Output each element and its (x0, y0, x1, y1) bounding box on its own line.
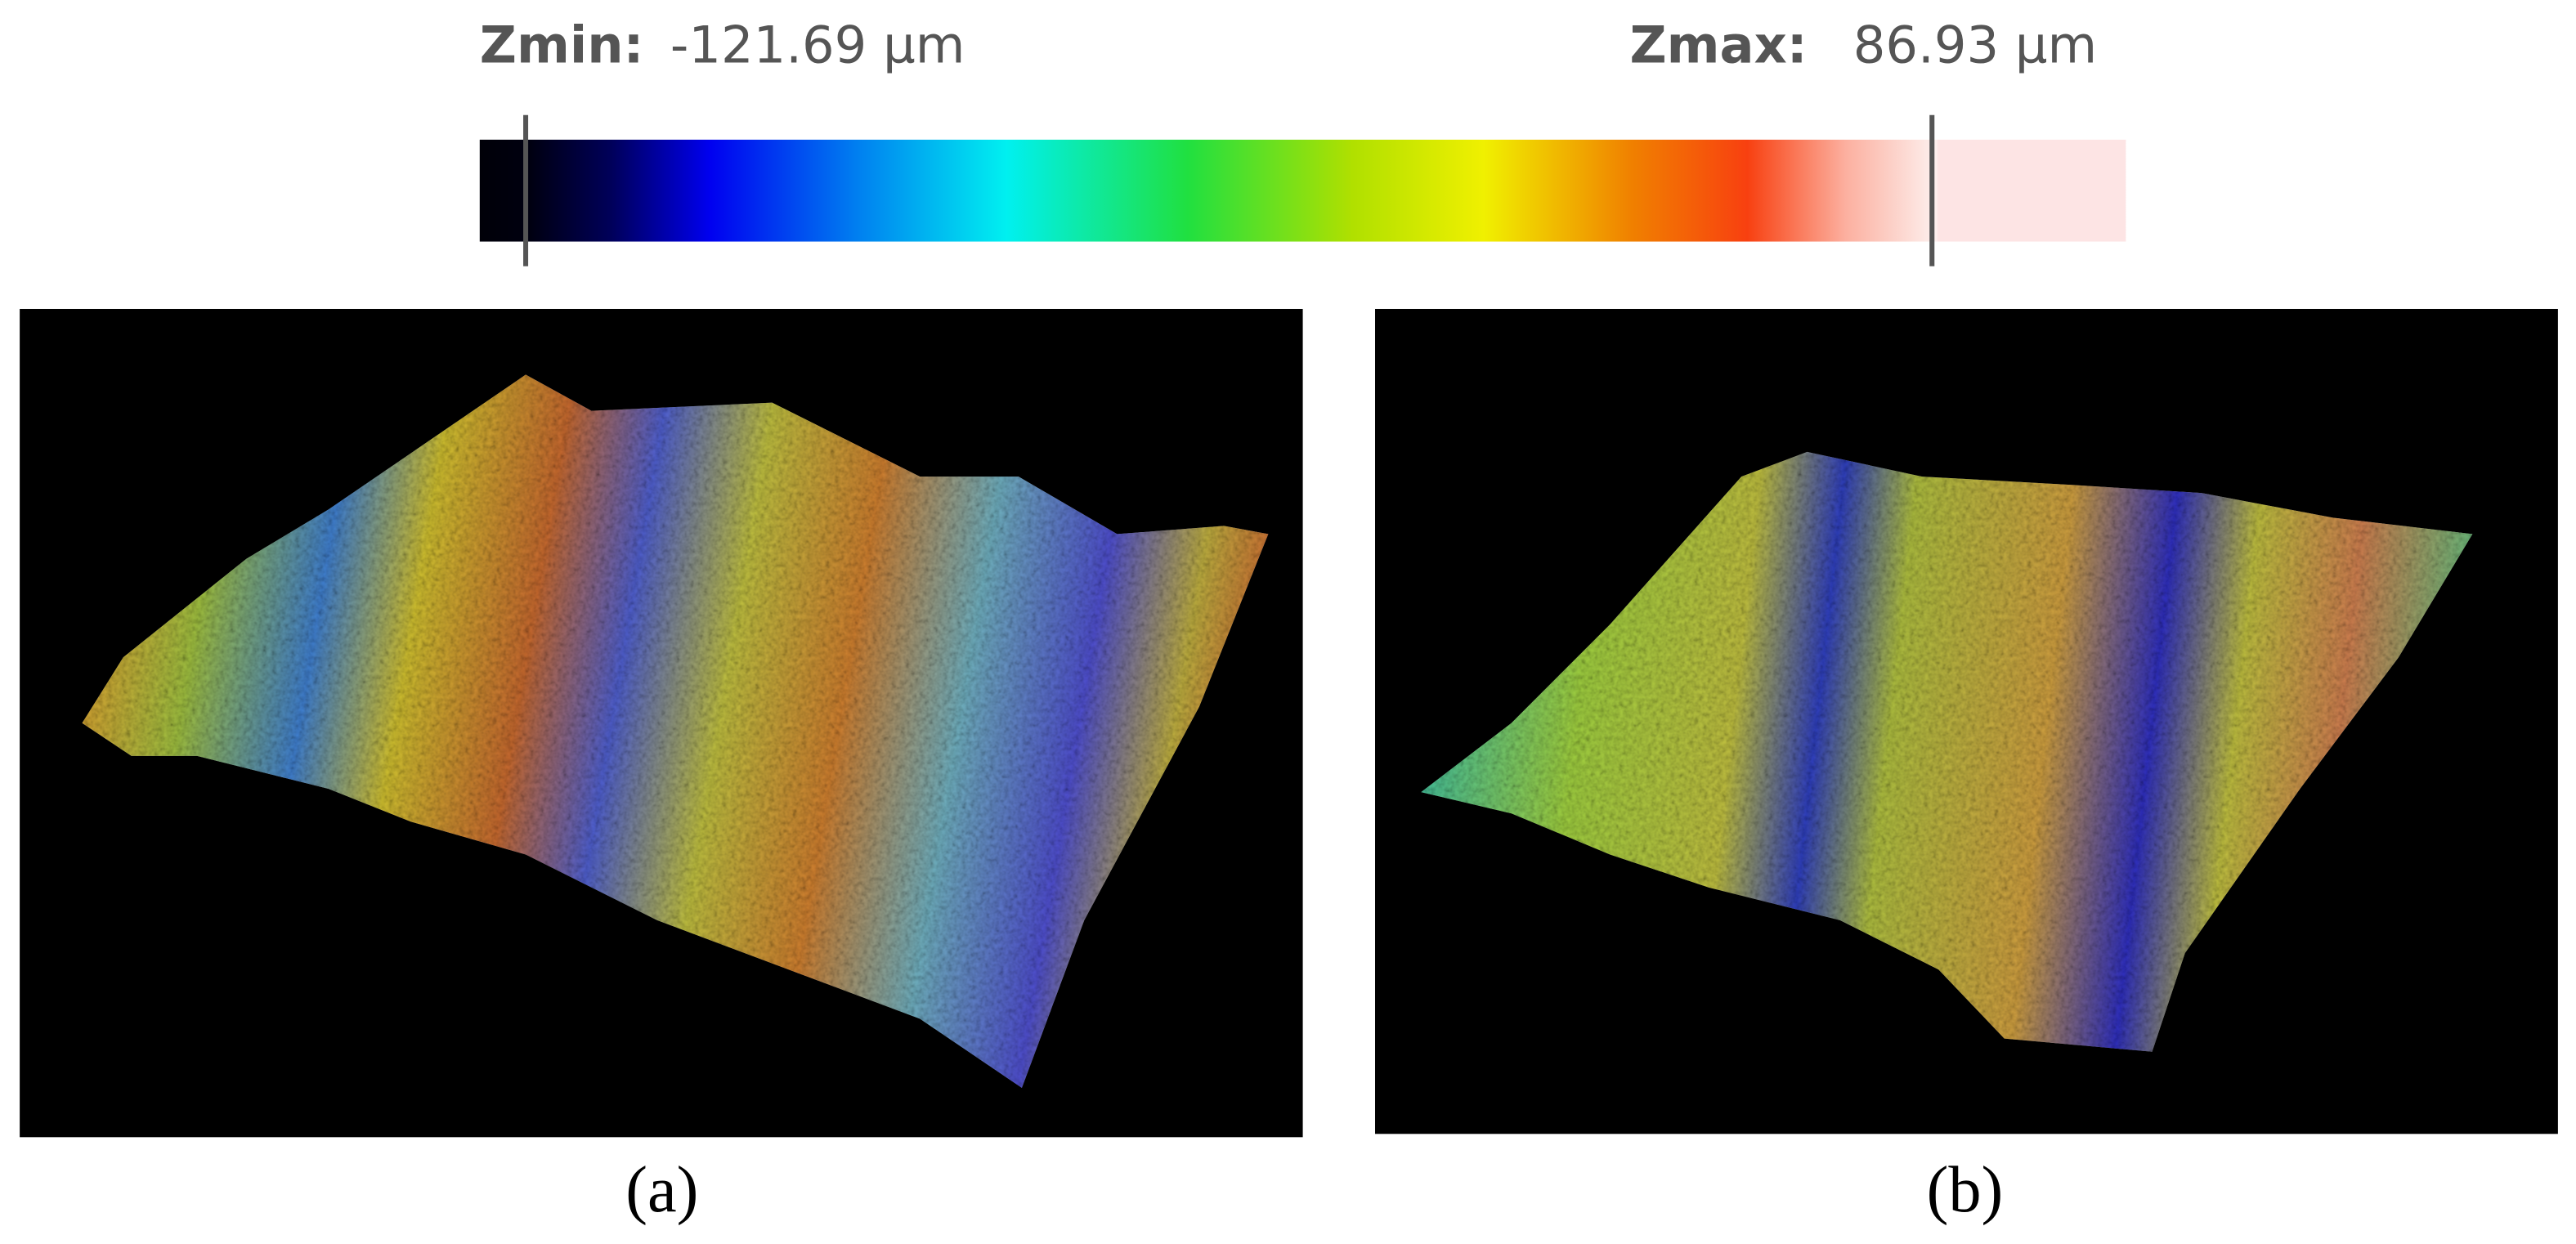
caption-a: (a) (625, 1153, 698, 1226)
zmax-label: Zmax: (1629, 15, 1807, 74)
color-bar (479, 139, 2126, 242)
zmin-marker (523, 114, 529, 266)
zmin-label: Zmin: (480, 15, 644, 74)
surface-a (82, 374, 1269, 1088)
zmax-marker (1929, 114, 1935, 266)
surface-b (1421, 451, 2473, 1052)
zmin-value: -121.69 µm (670, 15, 965, 74)
zmax-value: 86.93 µm (1853, 15, 2097, 74)
caption-b: (b) (1927, 1153, 2004, 1226)
